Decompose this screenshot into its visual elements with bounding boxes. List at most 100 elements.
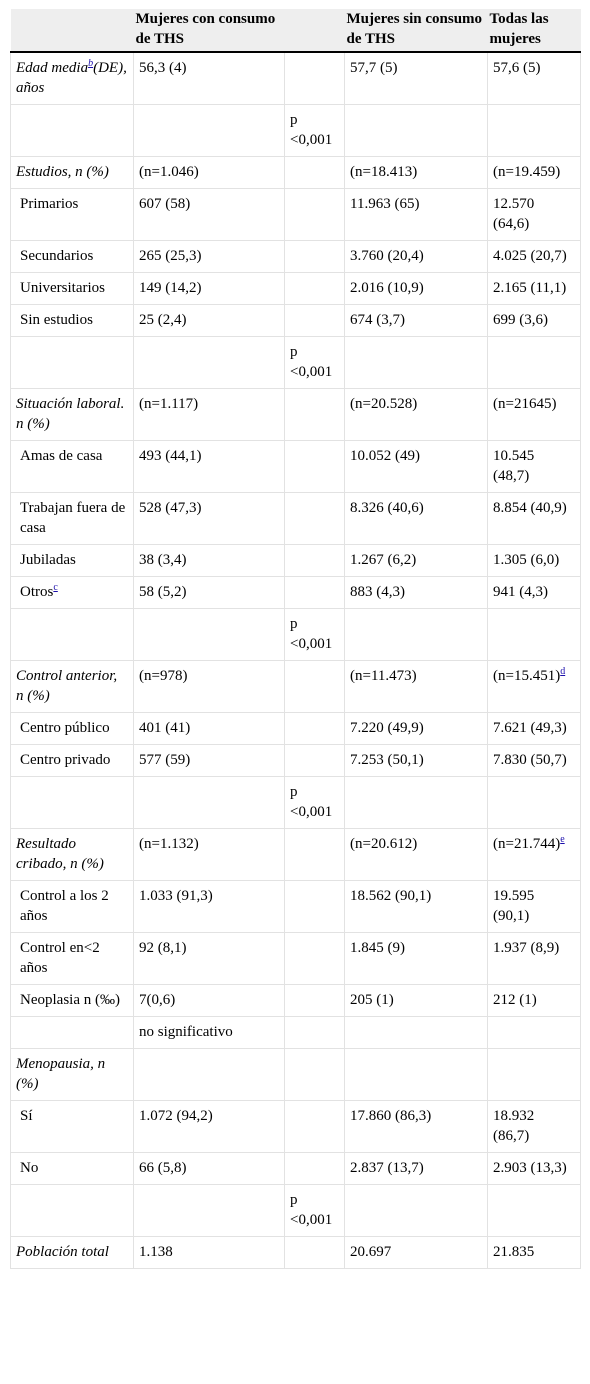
- cell-text: p <0,001: [290, 344, 333, 380]
- table-cell: 2.165 (11,1): [487, 272, 581, 305]
- table-cell: Centro público: [10, 712, 134, 745]
- cell-text: (n=1.046): [139, 164, 199, 180]
- table-cell: [284, 576, 345, 609]
- cell-text: 883 (4,3): [350, 584, 405, 600]
- header-cell: Mujeres con consumo de THS: [133, 9, 285, 53]
- cell-text: 57,6 (5): [493, 60, 541, 76]
- data-table: Mujeres con consumo de THS Mujeres sin co…: [10, 9, 581, 1269]
- footnote-link[interactable]: c: [53, 582, 58, 593]
- table-row: p <0,001: [10, 1184, 581, 1237]
- table-cell: [487, 1048, 581, 1101]
- cell-text: Neoplasia n (‰): [20, 992, 120, 1008]
- table-cell: 25 (2,4): [133, 304, 285, 337]
- table-cell: p <0,001: [284, 776, 345, 829]
- table-cell: 493 (44,1): [133, 440, 285, 493]
- header-row: Mujeres con consumo de THS Mujeres sin co…: [10, 9, 581, 53]
- cell-text: 7.830 (50,7): [493, 752, 567, 768]
- footnote-link[interactable]: b: [88, 58, 94, 69]
- table-cell: [284, 880, 345, 933]
- table-cell: Población total: [10, 1236, 134, 1269]
- cell-text: Control a los 2 años: [20, 888, 109, 924]
- table-row: Neoplasia n (‰) 7(0,6) 205 (1) 212 (1): [10, 984, 581, 1017]
- table-cell: 12.570 (64,6): [487, 188, 581, 241]
- table-cell: p <0,001: [284, 1184, 345, 1237]
- table-cell: Sí: [10, 1100, 134, 1153]
- cell-text: 57,7 (5): [350, 60, 398, 76]
- cell-text: (n=19.459): [493, 164, 561, 180]
- cell-text: Situación laboral. n (%): [16, 396, 125, 432]
- cell-text: 1.138: [139, 1244, 173, 1260]
- cell-text: Trabajan fuera de casa: [20, 500, 126, 536]
- table-cell: 528 (47,3): [133, 492, 285, 545]
- table-cell: [284, 828, 345, 881]
- table-cell: (n=21.744)e: [487, 828, 581, 881]
- table-row: p <0,001: [10, 776, 581, 829]
- cell-text: 10.052 (49): [350, 448, 420, 464]
- cell-text: 66 (5,8): [139, 1160, 187, 1176]
- table-cell: [344, 104, 488, 157]
- cell-text: 17.860 (86,3): [350, 1108, 432, 1124]
- table-cell: Edad mediab(DE), años: [10, 51, 134, 105]
- table-cell: Situación laboral. n (%): [10, 388, 134, 441]
- table-cell: Resultado cribado, n (%): [10, 828, 134, 881]
- cell-text: p <0,001: [290, 1192, 333, 1228]
- cell-text: (n=21645): [493, 396, 557, 412]
- table-cell: [133, 336, 285, 389]
- table-cell: 941 (4,3): [487, 576, 581, 609]
- table-cell: [284, 1236, 345, 1269]
- cell-text: 265 (25,3): [139, 248, 202, 264]
- cell-text: 149 (14,2): [139, 280, 202, 296]
- table-cell: (n=19.459): [487, 156, 581, 189]
- cell-text: 58 (5,2): [139, 584, 187, 600]
- table-cell: [344, 1048, 488, 1101]
- table-row: Control a los 2 años 1.033 (91,3) 18.562 (…: [10, 880, 581, 933]
- table-cell: Control anterior, n (%): [10, 660, 134, 713]
- table-cell: 7.253 (50,1): [344, 744, 488, 777]
- cell-text: Universitarios: [20, 280, 105, 296]
- table-cell: 1.305 (6,0): [487, 544, 581, 577]
- table-cell: [133, 608, 285, 661]
- table-cell: 7(0,6): [133, 984, 285, 1017]
- table-cell: [133, 1048, 285, 1101]
- table-cell: [284, 388, 345, 441]
- table-cell: 10.545 (48,7): [487, 440, 581, 493]
- header-text: Todas las mujeres: [489, 11, 549, 47]
- table-cell: [284, 744, 345, 777]
- table-cell: [284, 272, 345, 305]
- table-cell: [10, 104, 134, 157]
- table-row: Universitarios 149 (14,2) 2.016 (10,9) 2.16…: [10, 272, 581, 305]
- table-cell: [284, 1048, 345, 1101]
- header-text: Mujeres con consumo de THS: [135, 11, 276, 47]
- cell-text: 1.845 (9): [350, 940, 405, 956]
- table-cell: 149 (14,2): [133, 272, 285, 305]
- table-cell: 56,3 (4): [133, 51, 285, 105]
- table-cell: 4.025 (20,7): [487, 240, 581, 273]
- cell-text: 528 (47,3): [139, 500, 202, 516]
- cell-text: 7(0,6): [139, 992, 176, 1008]
- header-text: Mujeres sin consumo de THS: [346, 11, 483, 47]
- cell-text: Menopausia, n (%): [16, 1056, 106, 1092]
- table-cell: 18.562 (90,1): [344, 880, 488, 933]
- cell-text: (n=21.744): [493, 836, 561, 852]
- table-cell: 699 (3,6): [487, 304, 581, 337]
- table-row: Amas de casa 493 (44,1) 10.052 (49) 10.545 …: [10, 440, 581, 493]
- footnote-link[interactable]: d: [560, 666, 566, 677]
- cell-text: Sin estudios: [20, 312, 93, 328]
- cell-text: 19.595 (90,1): [493, 888, 535, 924]
- table-cell: (n=18.413): [344, 156, 488, 189]
- cell-text: p <0,001: [290, 784, 333, 820]
- table-cell: 1.845 (9): [344, 932, 488, 985]
- table-cell: [10, 1184, 134, 1237]
- table-cell: [487, 104, 581, 157]
- cell-text: 577 (59): [139, 752, 191, 768]
- cell-text: 2.016 (10,9): [350, 280, 424, 296]
- table-cell: 205 (1): [344, 984, 488, 1017]
- table-cell: 21.835: [487, 1236, 581, 1269]
- table-cell: (n=1.117): [133, 388, 285, 441]
- cell-text: 4.025 (20,7): [493, 248, 567, 264]
- footnote-link[interactable]: e: [560, 834, 565, 845]
- table-cell: Trabajan fuera de casa: [10, 492, 134, 545]
- table-cell: (n=15.451)d: [487, 660, 581, 713]
- cell-text: 1.937 (8,9): [493, 940, 560, 956]
- table-cell: [284, 492, 345, 545]
